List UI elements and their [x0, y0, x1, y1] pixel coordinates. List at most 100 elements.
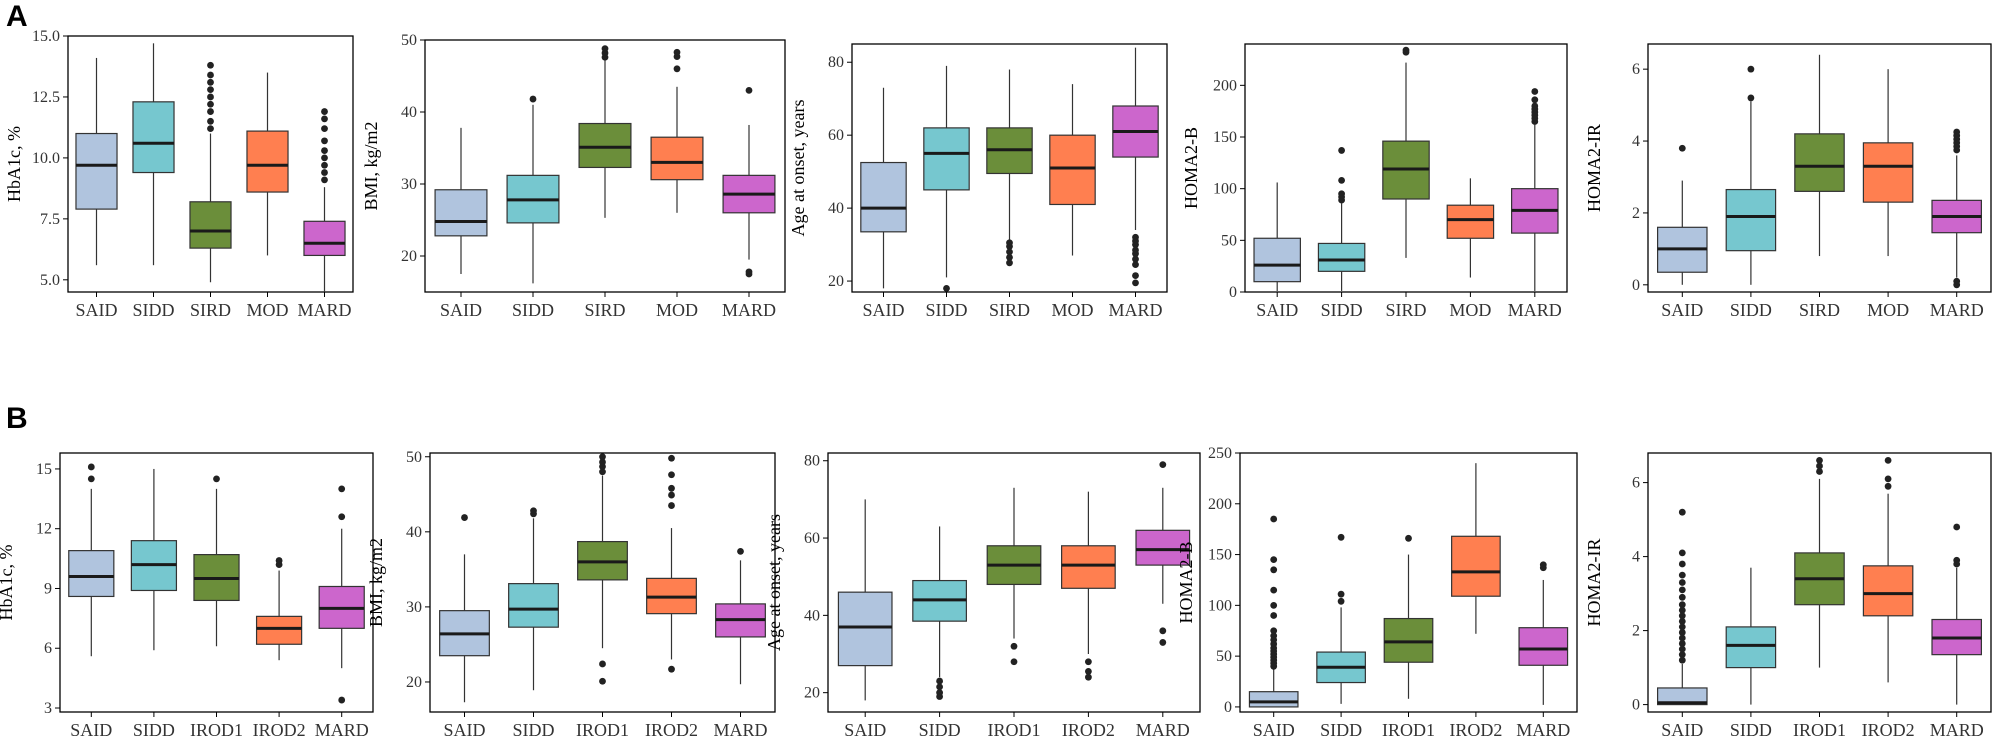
x-tick-label: MOD: [1051, 300, 1093, 320]
x-tick-label: IROD1: [988, 720, 1041, 737]
outlier-point: [1678, 634, 1686, 642]
outlier-point: [1337, 590, 1345, 598]
outlier-point: [1531, 96, 1539, 104]
box-said: [837, 591, 893, 667]
box-said: [1253, 237, 1301, 283]
outlier-point: [1884, 457, 1892, 464]
box-sird: [189, 201, 232, 249]
outlier-point: [321, 137, 328, 145]
y-tick-label: 20: [804, 685, 820, 702]
outlier-point: [1678, 656, 1686, 664]
x-tick-label: SAID: [70, 720, 112, 737]
x-tick-label: SAID: [1661, 300, 1703, 320]
y-axis-label: Age at onset, years: [764, 514, 784, 651]
box-mard: [1518, 627, 1569, 666]
box-mod: [1862, 142, 1914, 203]
y-tick-label: 40: [828, 200, 844, 217]
outlier-point: [1010, 658, 1018, 666]
y-tick-label: 5.0: [40, 272, 60, 289]
outlier-point: [943, 284, 950, 292]
box-sidd: [1725, 188, 1777, 252]
outlier-point: [1006, 248, 1013, 256]
x-tick-label: IROD2: [253, 720, 306, 737]
box-mod: [650, 136, 704, 181]
outlier-point: [668, 471, 675, 479]
x-tick-label: SIDD: [925, 300, 967, 320]
outlier-point: [599, 677, 606, 685]
x-tick-label: MARD: [713, 720, 767, 737]
outlier-point: [1747, 65, 1755, 73]
outlier-point: [207, 125, 214, 133]
y-tick-label: 4: [1632, 133, 1640, 150]
outlier-point: [1159, 461, 1167, 468]
x-tick-label: MARD: [315, 720, 369, 737]
outlier-point: [207, 117, 214, 125]
box-said: [1248, 691, 1299, 708]
x-tick-label: SIDD: [133, 720, 175, 737]
outlier-point: [1338, 147, 1345, 154]
outlier-point: [1678, 640, 1686, 647]
y-tick-label: 200: [1213, 77, 1237, 94]
outlier-point: [321, 169, 328, 176]
chart-3: 20 40 60 80 Age at onset, years SAID SIDD SIRD M…: [788, 43, 1168, 320]
outlier-point: [1678, 571, 1686, 579]
outlier-point: [321, 147, 328, 154]
outlier-point: [87, 463, 95, 471]
x-tick-label: SIDD: [919, 720, 961, 737]
box-mod: [1049, 134, 1096, 206]
outlier-point: [673, 48, 681, 56]
outlier-point: [1338, 177, 1345, 184]
x-tick-label: SAID: [862, 300, 904, 320]
chart-8: 20 40 60 80 Age at onset, years SAID SIDD IROD1…: [764, 452, 1201, 737]
outlier-point: [321, 161, 328, 169]
y-axis-label: HbA1c, %: [0, 545, 16, 621]
box-irod2: [1451, 535, 1501, 597]
box-said: [75, 132, 118, 210]
y-axis-label: HOMA2-B: [1176, 541, 1196, 623]
y-axis-label: BMI, kg/m2: [366, 538, 386, 627]
outlier-point: [1953, 523, 1961, 531]
outlier-point: [1132, 272, 1139, 279]
y-tick-label: 4: [1632, 549, 1640, 566]
outlier-point: [321, 154, 328, 162]
x-tick-label: MARD: [1508, 300, 1562, 320]
outlier-point: [1270, 627, 1278, 635]
outlier-point: [668, 502, 675, 509]
y-tick-label: 60: [804, 530, 820, 547]
box-sidd: [508, 583, 559, 628]
x-tick-label: SIRD: [584, 300, 625, 320]
outlier-point: [936, 683, 943, 691]
box-sidd: [1317, 242, 1366, 272]
y-tick-label: 30: [406, 599, 422, 616]
x-tick-label: MARD: [1930, 720, 1984, 737]
panel-letter-a: A: [6, 0, 28, 33]
y-tick-label: 150: [1213, 129, 1237, 146]
y-tick-label: 50: [406, 449, 422, 466]
x-tick-label: IROD1: [576, 720, 629, 737]
outlier-point: [338, 696, 346, 704]
outlier-point: [1270, 566, 1278, 574]
x-tick-label: MOD: [1449, 300, 1491, 320]
outlier-point: [321, 125, 328, 133]
x-tick-label: SIDD: [1320, 720, 1362, 737]
y-tick-label: 250: [1208, 445, 1232, 462]
outlier-point: [1678, 560, 1686, 568]
outlier-point: [1816, 468, 1823, 475]
outlier-point: [1884, 475, 1892, 483]
outlier-point: [1338, 190, 1345, 198]
x-tick-label: MOD: [1867, 300, 1909, 320]
y-tick-label: 100: [1208, 597, 1232, 614]
outlier-point: [1006, 239, 1013, 247]
y-tick-label: 3: [44, 700, 52, 717]
outlier-point: [1531, 88, 1539, 95]
outlier-point: [1678, 651, 1686, 659]
y-axis-label: HbA1c, %: [4, 126, 24, 202]
outlier-point: [1010, 642, 1018, 650]
box-irod2: [1061, 545, 1116, 589]
x-tick-label: MARD: [1108, 300, 1162, 320]
outlier-point: [1953, 277, 1961, 285]
y-tick-label: 0: [1632, 697, 1640, 714]
y-tick-label: 10.0: [32, 150, 60, 167]
x-tick-label: SIRD: [1799, 300, 1840, 320]
